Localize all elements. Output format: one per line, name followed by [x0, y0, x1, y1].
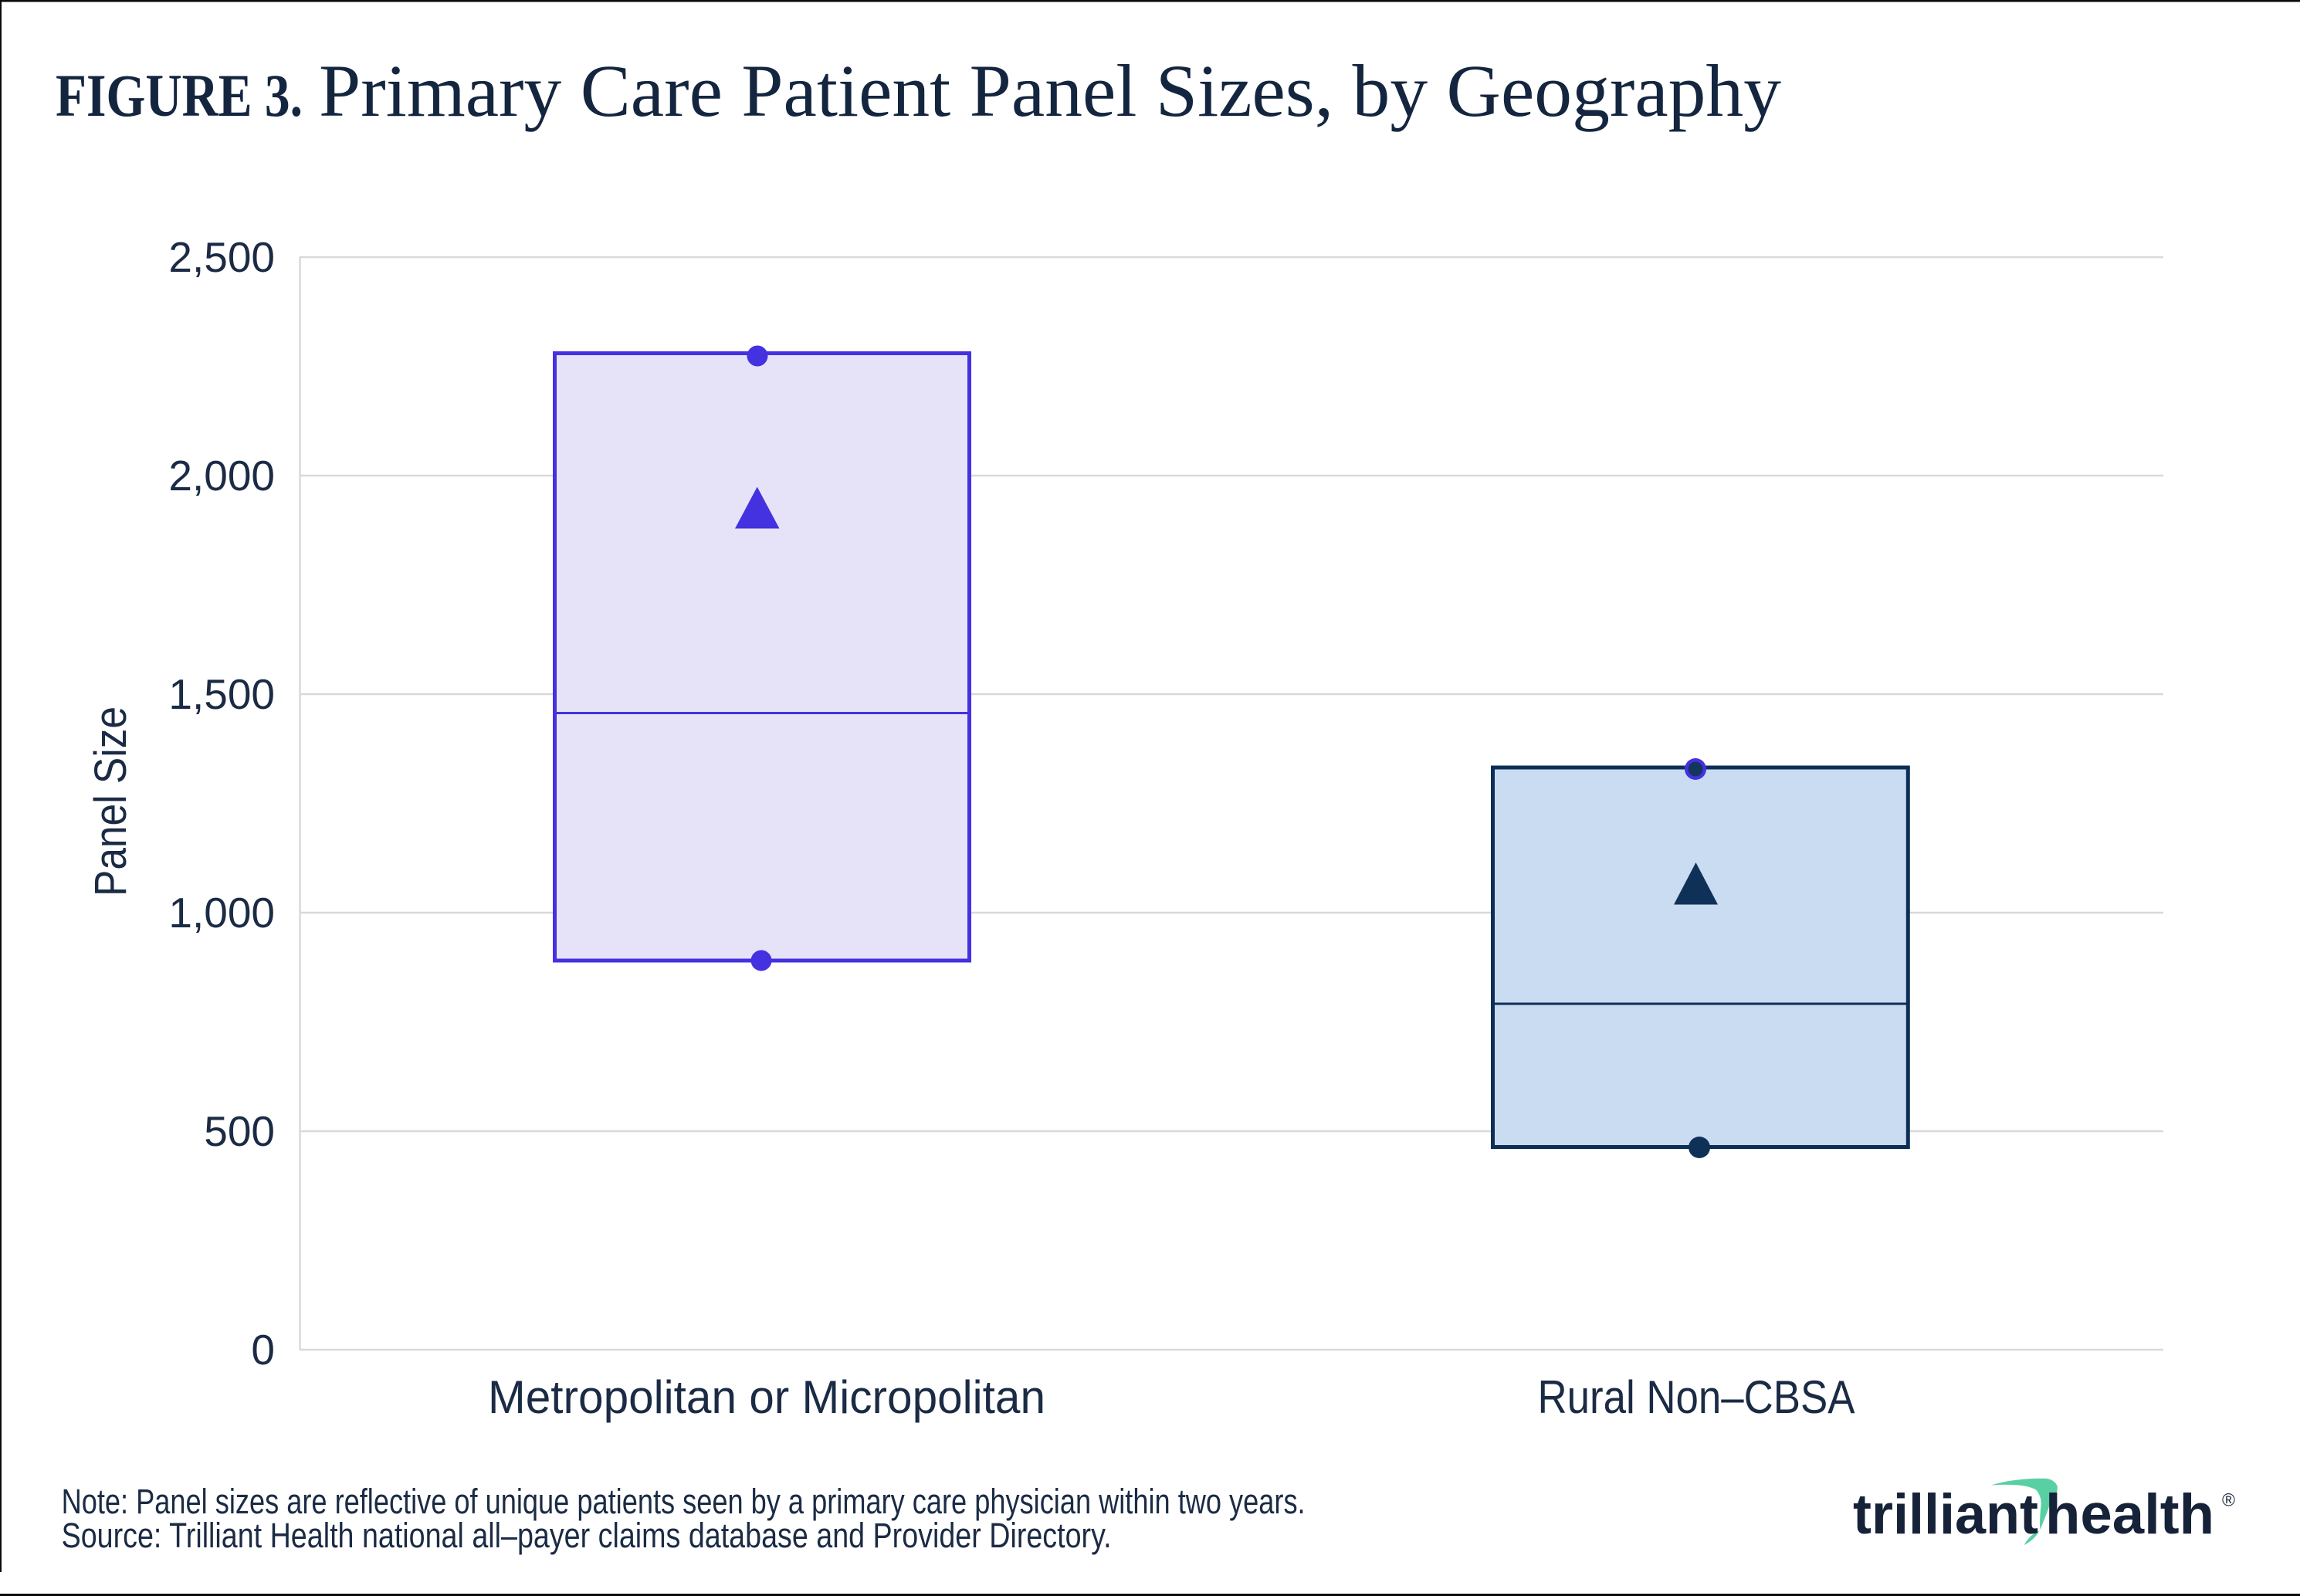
svg-text:500: 500 [204, 1107, 275, 1155]
svg-text:2,000: 2,000 [168, 452, 275, 500]
svg-text:Source: Trilliant Health natio: Source: Trilliant Health national all–pa… [62, 1516, 1112, 1555]
svg-text:Primary Care Patient Panel Siz: Primary Care Patient Panel Sizes, by Geo… [319, 49, 1781, 132]
svg-text:Note: Panel sizes are reflecti: Note: Panel sizes are reflective of uniq… [62, 1482, 1306, 1521]
svg-text:Metropolitan or Micropolitan: Metropolitan or Micropolitan [488, 1371, 1045, 1423]
svg-text:Rural Non–CBSA: Rural Non–CBSA [1538, 1371, 1855, 1423]
svg-text:FIGURE 3.: FIGURE 3. [56, 62, 303, 129]
svg-text:0: 0 [251, 1326, 275, 1374]
svg-text:1,500: 1,500 [168, 670, 275, 718]
svg-text:Panel Size: Panel Size [86, 707, 136, 896]
svg-text:health: health [2045, 1483, 2214, 1546]
svg-text:2,500: 2,500 [168, 233, 275, 281]
svg-text:®: ® [2222, 1490, 2235, 1510]
svg-text:trilliant: trilliant [1853, 1483, 2038, 1546]
svg-text:1,000: 1,000 [168, 889, 275, 937]
